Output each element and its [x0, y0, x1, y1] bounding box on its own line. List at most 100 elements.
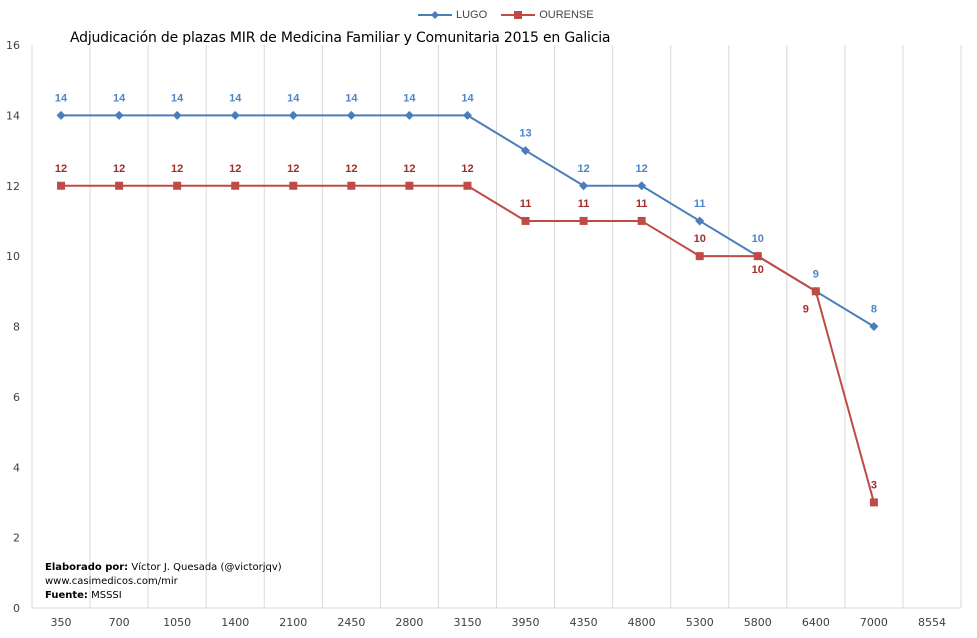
data-label: 9: [813, 268, 819, 280]
data-point: [695, 216, 705, 226]
credits-website: www.casimedicos.com/mir: [45, 576, 178, 587]
x-tick-label: 3150: [453, 616, 481, 629]
x-tick-label: 4350: [570, 616, 598, 629]
data-label: 14: [113, 92, 126, 104]
credits-source-name: MSSSI: [87, 590, 122, 601]
data-point: [346, 110, 356, 120]
data-label: 14: [461, 92, 474, 104]
x-tick-label: 700: [109, 616, 130, 629]
data-label: 14: [55, 92, 68, 104]
x-tick-label: 7000: [860, 616, 888, 629]
data-point: [579, 216, 588, 225]
data-label: 12: [461, 163, 473, 175]
series-line-lugo: [61, 114, 875, 328]
data-label: 9: [803, 303, 809, 315]
data-point: [463, 181, 472, 190]
x-tick-label: 2450: [337, 616, 365, 629]
x-tick-label: 8554: [918, 616, 946, 629]
x-tick-label: 2100: [279, 616, 307, 629]
credits-author-label: Elaborado por:: [45, 562, 129, 573]
data-label: 12: [403, 163, 415, 175]
y-tick-label: 16: [6, 39, 20, 52]
legend-label-lugo: LUGO: [456, 9, 488, 21]
x-tick-label: 2800: [395, 616, 423, 629]
data-point: [637, 216, 646, 225]
legend-item-ourense: OURENSE: [501, 9, 594, 21]
data-label: 12: [229, 163, 241, 175]
data-point: [811, 287, 820, 296]
data-point: [869, 322, 879, 331]
data-label: 10: [752, 264, 764, 276]
x-tick-label: 3950: [512, 616, 540, 629]
data-point: [869, 498, 878, 507]
data-point: [288, 110, 298, 120]
credits-source-label: Fuente:: [45, 590, 88, 601]
data-label: 10: [752, 233, 764, 245]
x-tick-label: 4800: [628, 616, 656, 629]
legend-label-ourense: OURENSE: [539, 9, 594, 21]
data-label: 12: [113, 163, 125, 175]
data-label: 12: [636, 163, 648, 175]
legend-marker-ourense: [501, 11, 536, 19]
data-label: 3: [871, 479, 877, 491]
legend-item-lugo: LUGO: [418, 9, 487, 21]
y-tick-label: 8: [13, 321, 20, 334]
data-point: [289, 181, 298, 190]
data-point: [231, 181, 240, 190]
data-point: [114, 110, 124, 120]
x-tick-label: 1050: [163, 616, 191, 629]
x-tick-label: 1400: [221, 616, 249, 629]
y-tick-label: 4: [13, 461, 20, 474]
data-label: 12: [345, 163, 357, 175]
data-label: 13: [519, 128, 531, 140]
data-point: [405, 181, 414, 190]
legend: LUGO OURENSE: [418, 9, 594, 21]
data-label: 14: [171, 92, 184, 104]
data-label: 14: [345, 92, 358, 104]
data-label: 14: [287, 92, 300, 104]
data-point: [462, 110, 472, 120]
data-point: [521, 216, 530, 225]
data-label: 12: [55, 163, 67, 175]
data-point: [56, 110, 66, 120]
credits-source: Fuente: MSSSI: [45, 589, 282, 603]
data-point: [579, 181, 589, 191]
x-tick-label: 350: [51, 616, 72, 629]
x-tick-label: 5300: [686, 616, 714, 629]
data-label: 14: [229, 92, 242, 104]
legend-marker-lugo: [418, 11, 452, 19]
data-label: 11: [694, 198, 706, 210]
credits-author-name: Víctor J. Quesada (@victorjqv): [128, 562, 282, 573]
data-label: 8: [871, 304, 877, 316]
y-tick-label: 12: [6, 180, 20, 193]
data-label: 14: [403, 92, 416, 104]
y-tick-label: 10: [6, 250, 20, 263]
data-label: 11: [636, 198, 648, 210]
data-point: [230, 110, 240, 120]
y-tick-label: 14: [6, 109, 20, 122]
data-label: 10: [694, 233, 706, 245]
data-label: 11: [520, 198, 532, 210]
y-tick-label: 2: [13, 532, 20, 545]
data-label: 12: [171, 163, 183, 175]
data-label: 12: [287, 163, 299, 175]
data-point: [173, 181, 182, 190]
data-point: [695, 252, 704, 261]
credits-author: Elaborado por: Víctor J. Quesada (@victo…: [45, 561, 282, 575]
credits: Elaborado por: Víctor J. Quesada (@victo…: [45, 561, 282, 603]
data-label: 11: [578, 198, 590, 210]
data-point: [347, 181, 356, 190]
data-point: [521, 146, 531, 156]
y-tick-label: 6: [13, 391, 20, 404]
data-point: [172, 110, 182, 120]
data-point: [404, 110, 414, 120]
data-point: [115, 181, 124, 190]
data-label: 12: [577, 163, 589, 175]
y-tick-label: 0: [13, 602, 20, 615]
data-point: [637, 181, 647, 191]
chart-title: Adjudicación de plazas MIR de Medicina F…: [70, 30, 611, 46]
x-tick-label: 6400: [802, 616, 830, 629]
data-point: [57, 181, 66, 190]
